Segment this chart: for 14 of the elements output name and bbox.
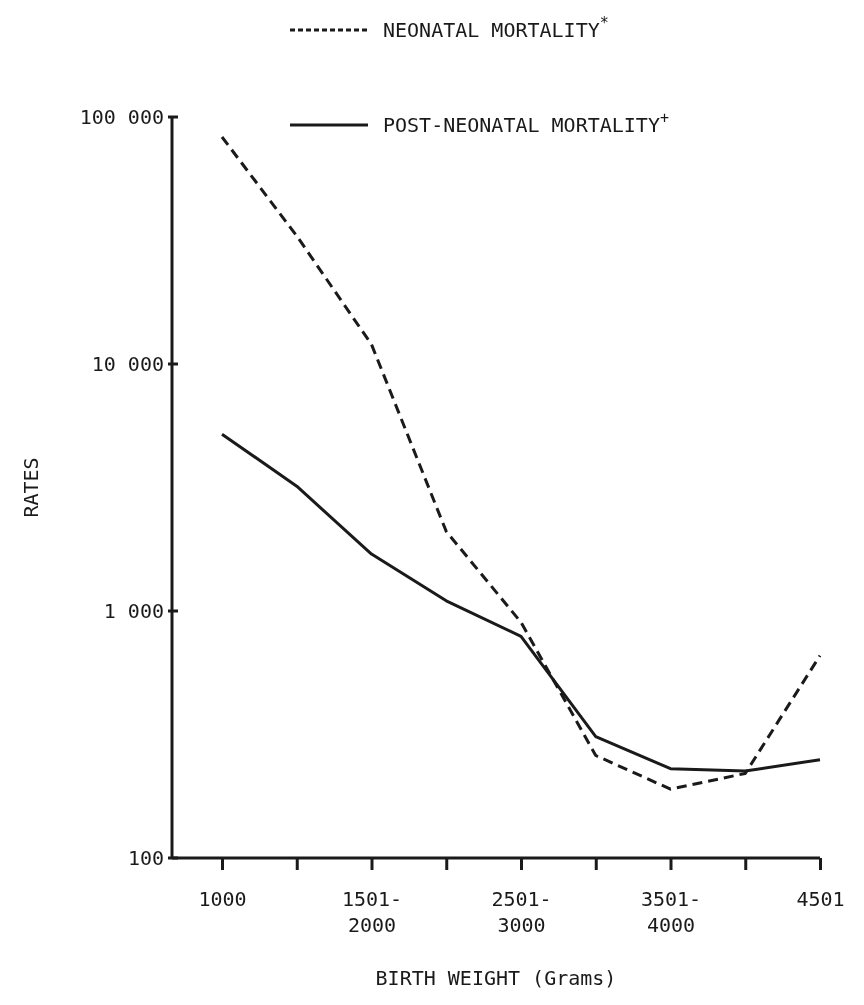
y-axis-title: RATES	[19, 457, 43, 518]
y-tick-label: 100	[127, 846, 164, 870]
x-tick-label: 1000	[198, 887, 247, 912]
line-series	[220, 135, 822, 791]
x-tick-label: 2501- 3000	[491, 887, 552, 938]
x-axis-title: BIRTH WEIGHT (Grams)	[375, 966, 617, 990]
legend-label: POST-NEONATAL MORTALITY$^{+}$	[383, 109, 669, 137]
x-tick-label: 4501	[796, 887, 845, 912]
x-tick-label: 3501- 4000	[640, 887, 702, 938]
y-tick-label: 100 000	[79, 105, 164, 129]
legend-label: NEONATAL MORTALITY$^{*}$	[383, 14, 609, 42]
y-tick-label: 10 000	[91, 352, 164, 376]
x-tick-label: 1501- 2000	[341, 887, 403, 938]
y-tick-label: 1 000	[103, 599, 164, 623]
